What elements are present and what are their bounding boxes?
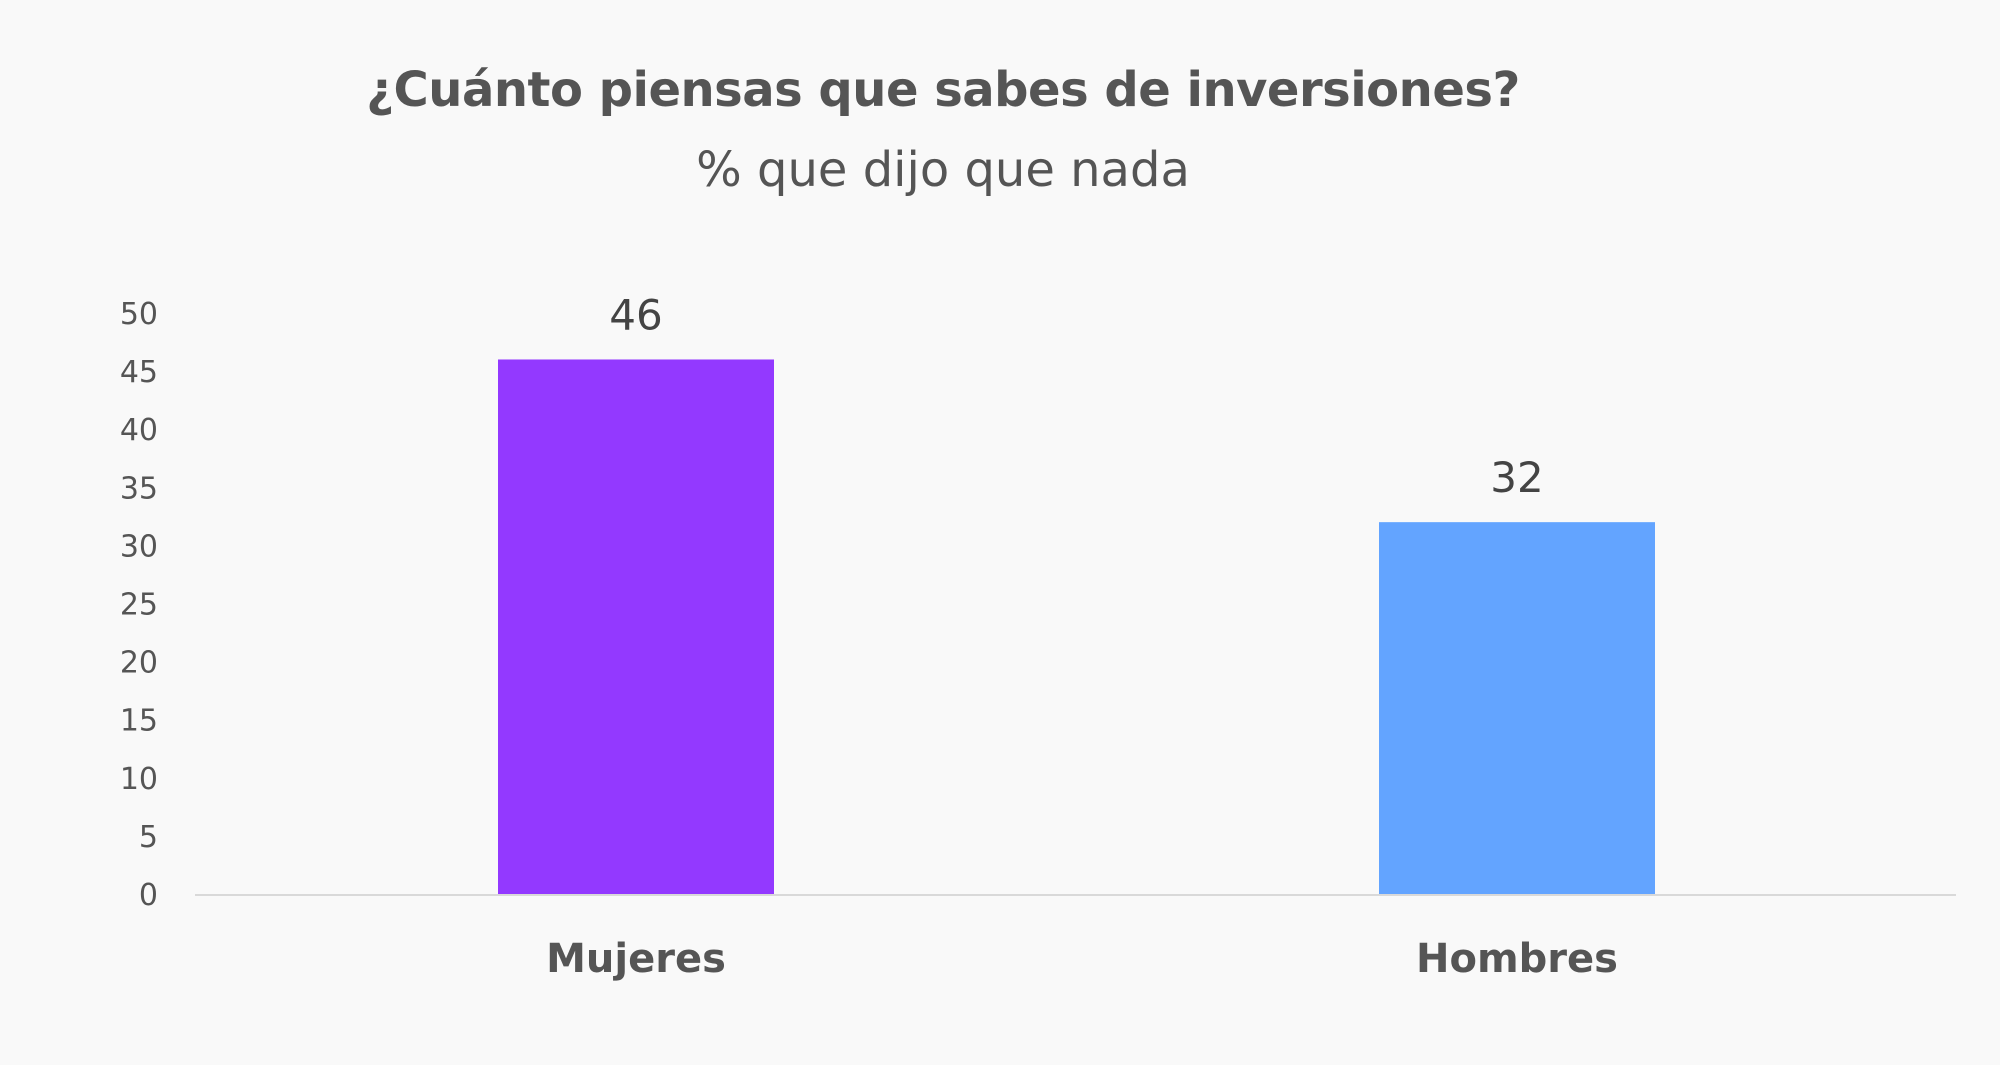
chart-title: ¿Cuánto piensas que sabes de inversiones… bbox=[366, 62, 1520, 118]
data-label: 32 bbox=[1490, 453, 1543, 502]
y-tick-label: 50 bbox=[120, 297, 158, 332]
y-tick-label: 35 bbox=[120, 471, 158, 506]
data-label: 46 bbox=[609, 290, 662, 339]
y-tick-label: 5 bbox=[139, 820, 158, 855]
y-tick-label: 40 bbox=[120, 413, 158, 448]
y-tick-label: 45 bbox=[120, 355, 158, 390]
y-tick-label: 20 bbox=[120, 646, 158, 681]
chart-subtitle: % que dijo que nada bbox=[696, 142, 1190, 198]
x-category-label: Mujeres bbox=[546, 936, 726, 982]
x-category-label: Hombres bbox=[1416, 936, 1618, 982]
y-tick-label: 25 bbox=[120, 588, 158, 623]
bar-hombres bbox=[1379, 522, 1655, 894]
y-tick-label: 10 bbox=[120, 762, 158, 797]
y-tick-label: 30 bbox=[120, 529, 158, 564]
bar-mujeres bbox=[498, 359, 774, 895]
y-tick-label: 0 bbox=[139, 878, 158, 913]
y-tick-label: 15 bbox=[120, 704, 158, 739]
